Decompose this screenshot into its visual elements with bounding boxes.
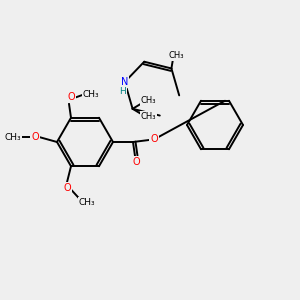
Text: CH₃: CH₃ bbox=[83, 90, 99, 99]
Text: CH₃: CH₃ bbox=[169, 51, 184, 60]
Text: O: O bbox=[67, 92, 75, 102]
Text: CH₃: CH₃ bbox=[5, 133, 21, 142]
Text: N: N bbox=[121, 77, 128, 87]
Text: O: O bbox=[132, 157, 140, 167]
Text: H: H bbox=[119, 87, 126, 96]
Text: O: O bbox=[31, 132, 39, 142]
Text: CH₃: CH₃ bbox=[141, 112, 156, 121]
Text: CH₃: CH₃ bbox=[79, 198, 95, 207]
Text: O: O bbox=[150, 134, 158, 144]
Text: CH₃: CH₃ bbox=[141, 96, 156, 105]
Text: O: O bbox=[63, 183, 71, 193]
